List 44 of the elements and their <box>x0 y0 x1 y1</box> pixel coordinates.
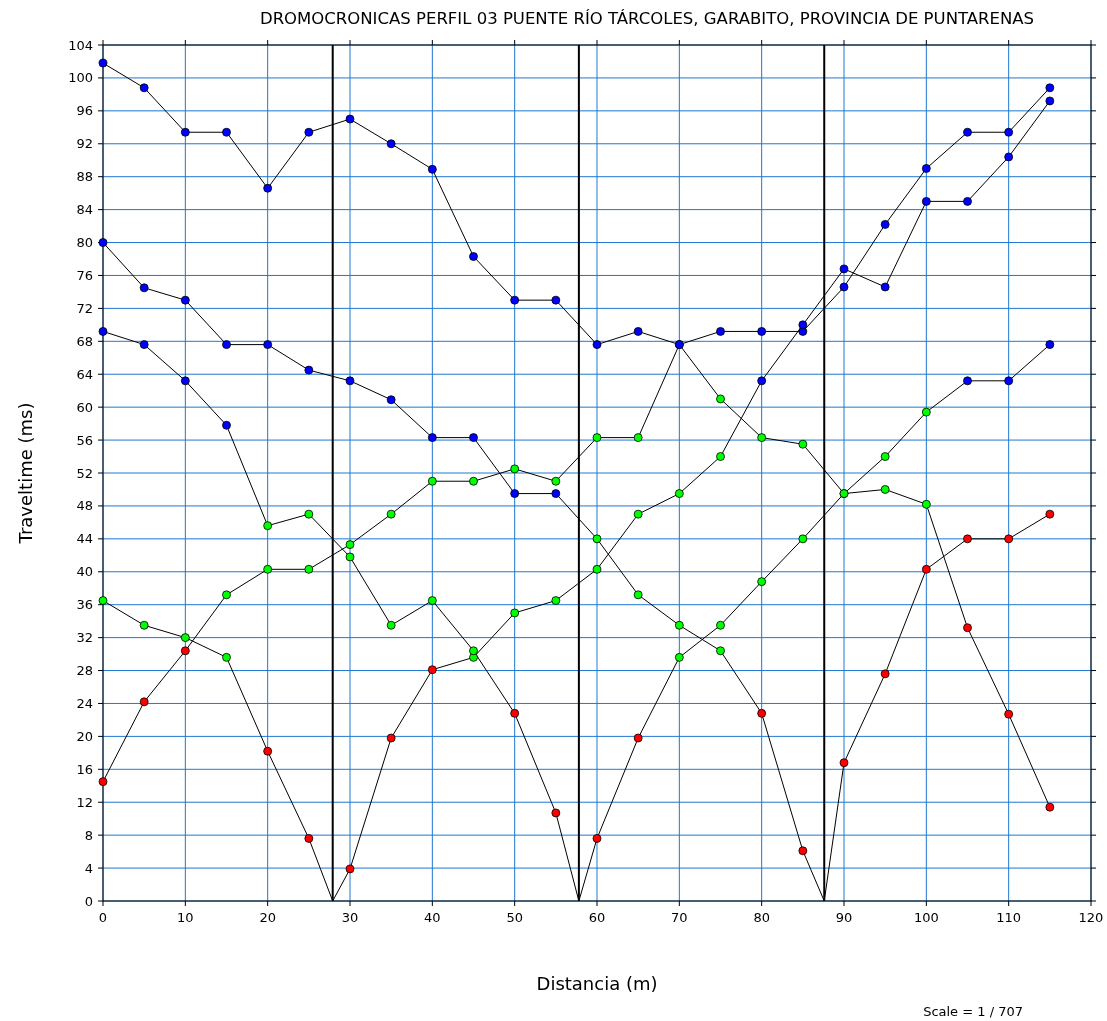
y-tick-label: 44 <box>76 531 93 547</box>
y-tick-label: 48 <box>76 498 93 514</box>
y-tick-label: 0 <box>84 893 93 909</box>
y-tick-label: 12 <box>76 794 93 810</box>
y-tick-label: 20 <box>76 728 93 744</box>
y-tick-label: 40 <box>76 564 93 580</box>
y-tick-label: 4 <box>84 860 93 876</box>
y-tick-label: 56 <box>76 432 93 448</box>
y-tick-label: 68 <box>76 333 93 349</box>
x-tick-label: 0 <box>98 910 108 925</box>
y-axis-title: Traveltime (ms) <box>15 402 36 545</box>
x-tick-label: 100 <box>913 910 939 925</box>
x-tick-label: 40 <box>424 910 441 925</box>
y-tick-label: 32 <box>76 630 93 646</box>
y-tick-label: 104 <box>68 37 93 53</box>
y-tick-label: 36 <box>76 597 93 613</box>
y-tick-label: 80 <box>76 235 93 251</box>
x-tick-label: 10 <box>177 910 194 925</box>
x-tick-label: 90 <box>835 910 853 925</box>
x-tick-label: 120 <box>1078 910 1104 925</box>
x-tick-label: 80 <box>753 910 770 925</box>
x-tick-label: 70 <box>671 910 688 925</box>
chart-title: DROMOCRONICAS PERFIL 03 PUENTE RÍO TÁRCOLES, GARABITO, PROVINCIA DE PUNTARENAS <box>259 9 1035 28</box>
x-tick-label: 20 <box>259 910 276 925</box>
y-tick-label: 28 <box>76 663 93 679</box>
x-tick-label: 30 <box>341 910 359 925</box>
y-tick-label: 52 <box>76 465 93 481</box>
y-tick-label: 88 <box>76 169 93 185</box>
y-tick-label: 64 <box>76 366 93 382</box>
x-tick-label: 60 <box>588 910 606 925</box>
y-tick-label: 100 <box>68 70 93 86</box>
y-tick-label: 92 <box>76 136 93 152</box>
x-tick-label: 50 <box>506 910 523 925</box>
y-tick-label: 76 <box>76 267 93 283</box>
y-tick-label: 8 <box>84 827 93 843</box>
y-tick-label: 84 <box>76 202 93 218</box>
x-tick-label: 110 <box>996 910 1022 925</box>
text: Scale = 1 / 707 <box>923 1004 1023 1019</box>
y-tick-label: 24 <box>76 695 93 711</box>
y-tick-label: 16 <box>76 761 93 777</box>
y-tick-label: 60 <box>76 399 93 415</box>
y-tick-label: 72 <box>76 300 93 316</box>
y-tick-label: 96 <box>76 103 93 119</box>
x-axis-title: Distancia (m) <box>536 973 658 994</box>
